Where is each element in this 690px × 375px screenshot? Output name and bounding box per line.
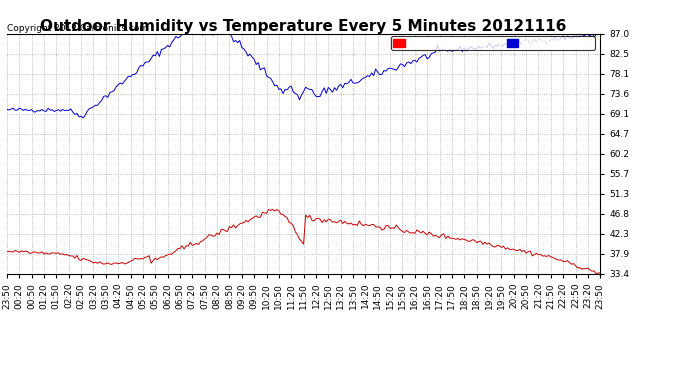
Title: Outdoor Humidity vs Temperature Every 5 Minutes 20121116: Outdoor Humidity vs Temperature Every 5 … [41,19,566,34]
Text: Copyright 2012 Cartronics.com: Copyright 2012 Cartronics.com [7,24,148,33]
Legend: Temperature (°F), Humidity (%): Temperature (°F), Humidity (%) [391,36,595,50]
